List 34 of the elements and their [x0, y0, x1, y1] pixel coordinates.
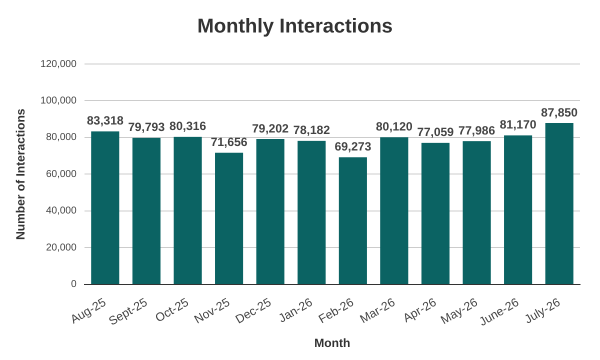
data-label: 69,273 — [334, 140, 372, 154]
data-label: 79,793 — [128, 120, 166, 134]
bar — [462, 141, 491, 284]
bar — [174, 136, 202, 284]
data-label: 77,986 — [458, 123, 496, 138]
bar — [256, 138, 284, 284]
data-label: 80,120 — [376, 120, 413, 134]
bar — [215, 152, 244, 284]
data-label: 87,850 — [541, 105, 578, 120]
bar — [504, 135, 532, 284]
bar — [91, 131, 120, 284]
y-tick-label: 40,000 — [46, 206, 77, 217]
data-label: 77,059 — [417, 125, 454, 140]
bar — [132, 138, 161, 284]
y-tick-label: 80,000 — [46, 132, 77, 144]
bar — [421, 142, 450, 284]
y-tick-label: 0 — [70, 279, 77, 290]
bar — [338, 157, 367, 284]
y-tick-label: 20,000 — [46, 242, 77, 254]
y-tick-label: 100,000 — [40, 95, 77, 106]
y-axis-title: Number of Interactions — [14, 108, 28, 240]
data-label: 83,318 — [86, 114, 124, 128]
y-tick-label: 120,000 — [40, 58, 77, 70]
bar — [298, 140, 326, 284]
data-label: 80,316 — [169, 119, 206, 134]
data-label: 78,182 — [293, 123, 330, 138]
bar — [545, 123, 574, 284]
data-label: 81,170 — [500, 118, 537, 132]
data-label: 79,202 — [252, 121, 290, 136]
y-tick-label: 60,000 — [46, 168, 77, 180]
x-axis-title: Month — [314, 336, 350, 350]
chart-title: Monthly Interactions — [197, 16, 393, 38]
bar — [380, 137, 408, 284]
data-label: 71,656 — [210, 135, 248, 150]
